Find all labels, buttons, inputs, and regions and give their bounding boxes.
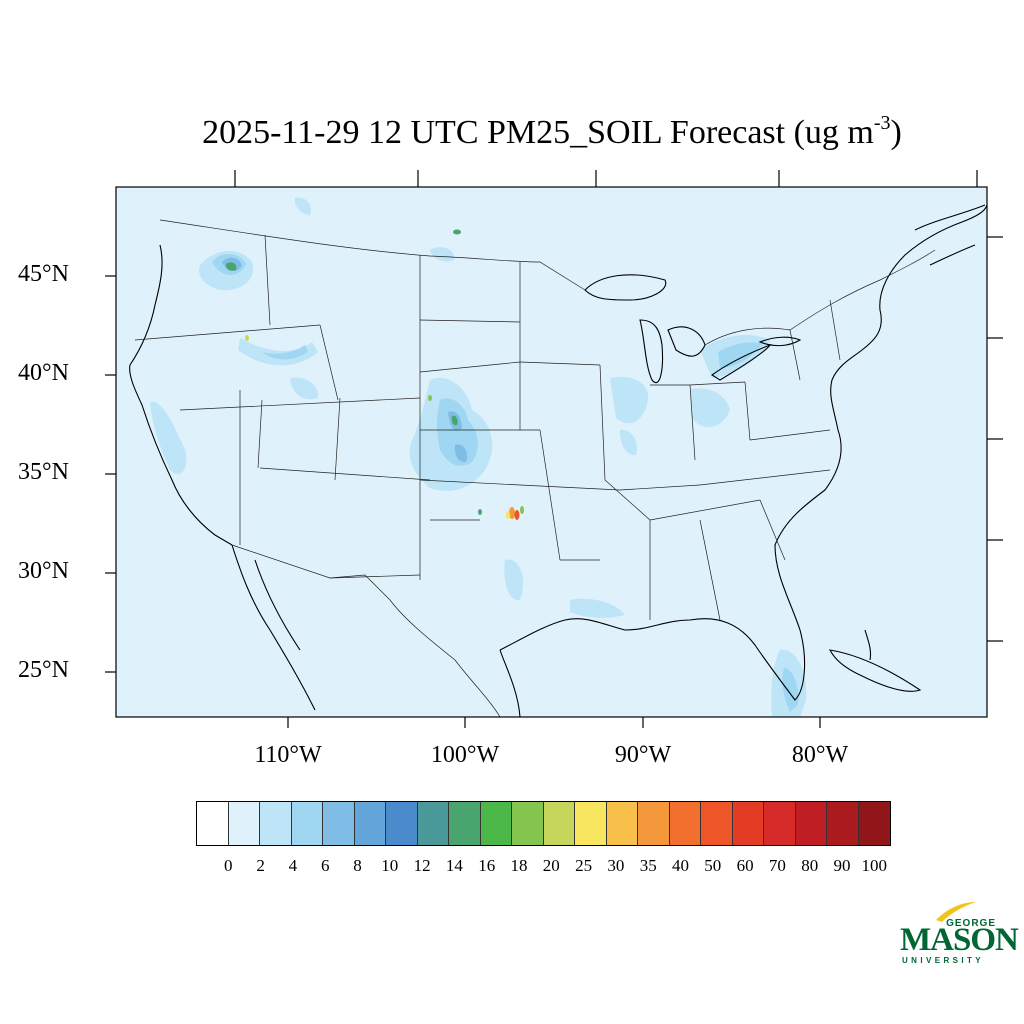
lon-label-90w: 90°W [614, 742, 672, 768]
colorbar-label-15: 50 [704, 856, 722, 875]
colorbar-label-6: 12 [413, 856, 431, 875]
colorbar-swatch-13 [606, 802, 638, 845]
colorbar-label-11: 25 [575, 856, 593, 875]
lon-label-110w: 110°W [254, 742, 322, 768]
logo-mason-text: MASON [900, 922, 1019, 958]
coastline-gulf [499, 204, 987, 701]
logo-swoosh-icon [936, 902, 976, 922]
coastline-lake-superior [584, 274, 667, 301]
colorbar-label-9: 18 [510, 856, 528, 875]
colorbar-swatch-20 [827, 802, 859, 845]
colorbar [196, 801, 891, 846]
lat-label-40: 40°N [18, 360, 69, 386]
colorbar-swatch-1 [228, 802, 260, 845]
coastline-layer [129, 204, 987, 717]
colorbar-label-3: 6 [320, 856, 330, 875]
lon-label-80w: 80°W [791, 742, 849, 768]
lat-label-25: 25°N [18, 657, 69, 683]
colorbar-label-7: 14 [445, 856, 463, 875]
colorbar-swatch-21 [858, 802, 890, 845]
region-ohio-valley [610, 376, 649, 424]
colorbar-label-5: 10 [381, 856, 399, 875]
colorbar-swatch-15 [669, 802, 701, 845]
colorbar-label-0: 0 [224, 856, 233, 875]
logo-george-text: GEORGE [946, 918, 996, 929]
coastline-canada-maritime [914, 204, 986, 266]
colorbar-label-10: 20 [542, 856, 560, 875]
region-texas [504, 559, 524, 601]
state-lines-west-horizontal [134, 324, 431, 579]
gmu-logo: GEORGE MASON UNIVERSITY [898, 898, 1019, 968]
colorbar-swatch-6 [386, 802, 418, 845]
colorbar-swatch-12 [575, 802, 607, 845]
region-illinois [620, 429, 637, 456]
region-wyoming [290, 377, 319, 400]
coastline-great-lakes-michigan [639, 319, 664, 383]
region-indiana [690, 388, 730, 428]
colorbar-swatch-4 [323, 802, 355, 845]
colorbar-swatch-9 [480, 802, 512, 845]
lat-label-30: 30°N [18, 558, 69, 584]
coastline-baja [231, 544, 316, 711]
colorbar-swatch-8 [449, 802, 481, 845]
colorbar-swatch-0 [197, 802, 229, 845]
map-frame [105, 170, 1003, 728]
coastline-lake-ontario [758, 336, 802, 347]
colorbar-label-13: 35 [639, 856, 657, 875]
coastline-cuba [829, 649, 922, 692]
region-minnesota [430, 247, 455, 262]
lon-label-100w: 100°W [430, 742, 500, 768]
colorbar-label-18: 80 [801, 856, 819, 875]
concentration-layer [150, 197, 807, 717]
colorbar-label-17: 70 [768, 856, 786, 875]
region-montana-north [294, 197, 311, 215]
colorbar-label-14: 40 [672, 856, 689, 875]
coastline-gulf-of-california [254, 559, 301, 651]
region-gulf [570, 598, 625, 618]
state-lines-east [649, 299, 841, 621]
colorbar-swatch-10 [512, 802, 544, 845]
political-boundaries [134, 219, 936, 717]
colorbar-label-19: 90 [833, 856, 851, 875]
colorbar-swatch-2 [260, 802, 292, 845]
coastline-west [129, 244, 233, 546]
colorbar-label-2: 4 [288, 856, 298, 875]
map-background [116, 187, 987, 717]
colorbar-label-20: 100 [861, 856, 888, 875]
map-title: 2025-11-29 12 UTC PM25_SOIL Forecast (ug… [202, 112, 902, 151]
coastline-mexico-gulf [499, 649, 521, 717]
colorbar-label-8: 16 [478, 856, 496, 875]
colorbar-swatch-11 [543, 802, 575, 845]
colorbar-label-12: 30 [607, 856, 625, 875]
colorbar-label-1: 2 [256, 856, 265, 875]
colorbar-swatch-5 [354, 802, 386, 845]
lat-label-45: 45°N [18, 261, 69, 287]
coastline-lake-huron [667, 326, 706, 357]
colorbar-label-4: 8 [353, 856, 362, 875]
colorbar-swatch-7 [417, 802, 449, 845]
state-lines-plains [419, 262, 561, 561]
state-lines-west-vertical [239, 234, 421, 580]
region-snake-river [238, 338, 318, 366]
border-us-mexico [231, 544, 501, 717]
lat-label-35: 35°N [18, 459, 69, 485]
colorbar-swatch-3 [291, 802, 323, 845]
colorbar-swatch-14 [638, 802, 670, 845]
logo-university-text: UNIVERSITY [902, 956, 985, 965]
colorbar-swatch-17 [732, 802, 764, 845]
coastline-bahamas [864, 629, 872, 661]
border-us-canada-east [704, 249, 936, 346]
state-lines-central [519, 361, 701, 620]
colorbar-swatch-18 [764, 802, 796, 845]
colorbar-label-16: 60 [736, 856, 754, 875]
region-california [150, 401, 187, 474]
colorbar-swatch-16 [701, 802, 733, 845]
border-us-canada [159, 219, 586, 291]
colorbar-swatch-19 [795, 802, 827, 845]
